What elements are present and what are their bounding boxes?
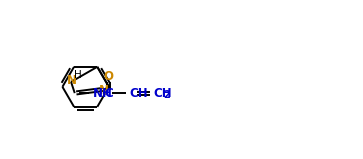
Text: C: C bbox=[105, 87, 113, 100]
Text: CH: CH bbox=[153, 87, 172, 100]
Text: CH: CH bbox=[130, 87, 148, 100]
Text: N: N bbox=[99, 84, 109, 97]
Text: O: O bbox=[104, 70, 114, 83]
Text: H: H bbox=[74, 70, 82, 80]
Text: N: N bbox=[67, 74, 77, 87]
Text: 2: 2 bbox=[163, 90, 170, 100]
Text: NH: NH bbox=[93, 87, 113, 100]
